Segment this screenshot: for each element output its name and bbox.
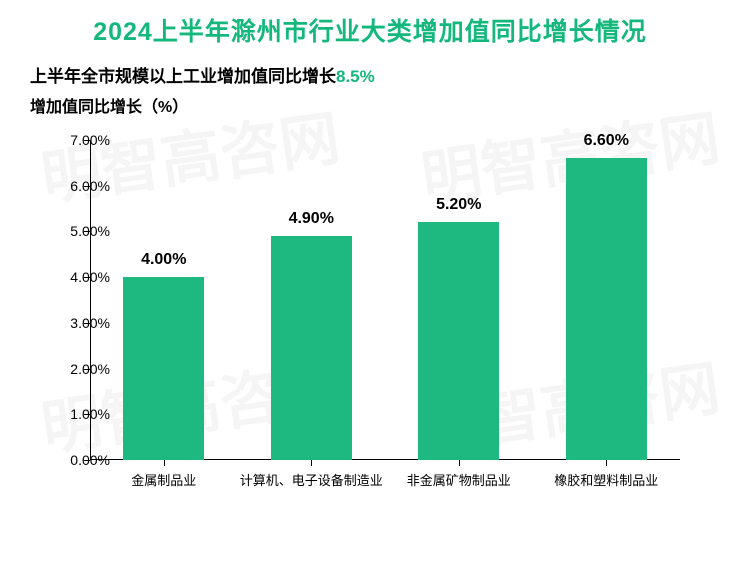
chart-area: 4.00%4.90%5.20%6.60% 0.00%1.00%2.00%3.00… [90,140,710,490]
y-axis-title: 增加值同比增长（%） [0,87,740,117]
bar-value-label: 5.20% [436,196,481,214]
chart-title: 2024上半年滁州市行业大类增加值同比增长情况 [0,0,740,48]
x-tick-mark [459,460,460,466]
y-tick-label: 5.00% [40,223,110,239]
bar-value-label: 4.90% [289,210,334,228]
x-tick-label: 橡胶和塑料制品业 [554,470,658,489]
y-tick-label: 7.00% [40,132,110,148]
x-tick-mark [164,460,165,466]
bar-value-label: 6.60% [584,132,629,150]
x-tick-label: 计算机、电子设备制造业 [240,470,383,489]
bar-value-label: 4.00% [141,251,186,269]
x-tick-label: 非金属矿物制品业 [407,470,511,489]
bar [418,222,499,460]
x-tick-mark [606,460,607,466]
subtitle-black-text: 上半年全市规模以上工业增加值同比增长 [30,67,336,86]
plot-region: 4.00%4.90%5.20%6.60% [90,140,680,460]
bar [271,236,352,460]
bar [123,277,204,460]
y-tick-label: 2.00% [40,361,110,377]
y-tick-label: 6.00% [40,178,110,194]
x-tick-mark [311,460,312,466]
y-tick-label: 0.00% [40,452,110,468]
subtitle-green-text: 8.5% [336,67,375,86]
y-tick-label: 1.00% [40,406,110,422]
x-tick-label: 金属制品业 [131,470,196,489]
bar [566,158,647,460]
chart-subtitle: 上半年全市规模以上工业增加值同比增长8.5% [0,48,740,87]
y-tick-label: 3.00% [40,315,110,331]
y-tick-label: 4.00% [40,269,110,285]
